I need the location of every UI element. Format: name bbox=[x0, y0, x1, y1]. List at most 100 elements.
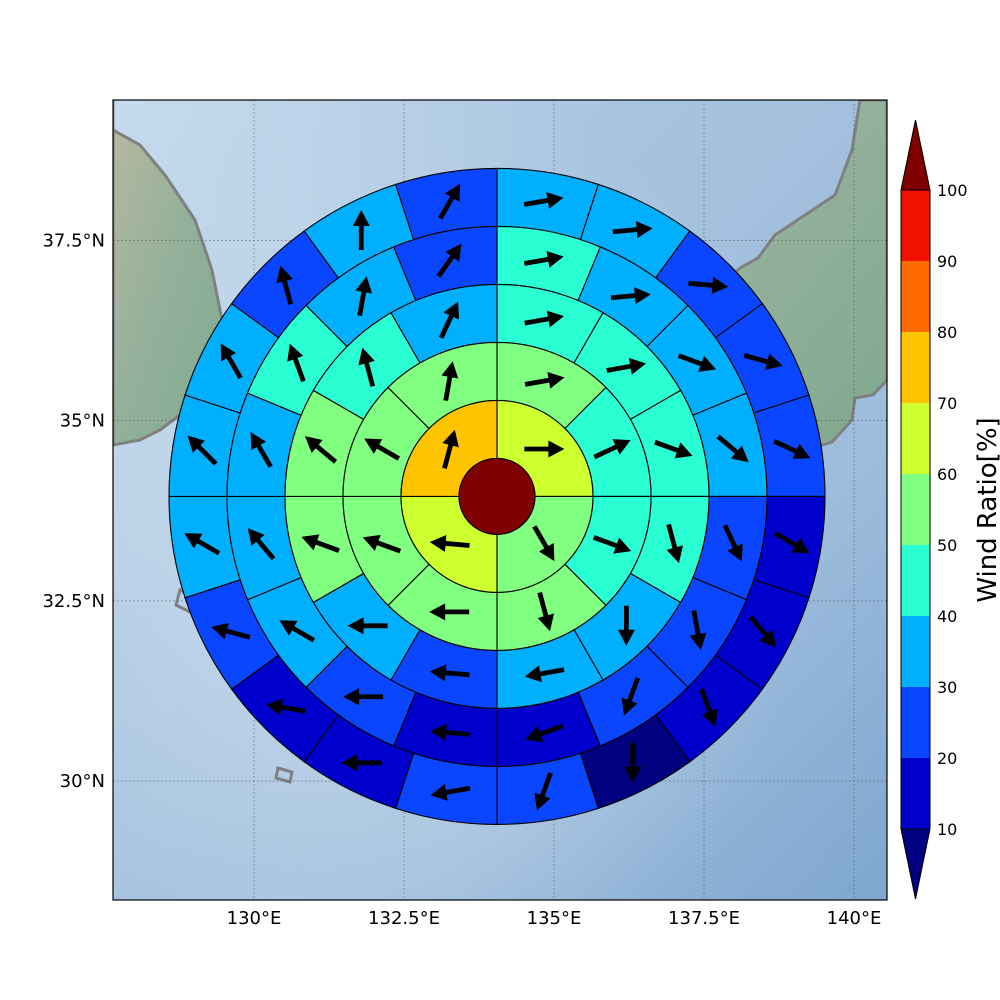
wind-arrow-r1-s1 bbox=[532, 525, 555, 562]
wind-arrow-r3-s2 bbox=[654, 439, 693, 459]
x-tick-label: 135°E bbox=[527, 908, 582, 929]
x-tick-label: 130°E bbox=[227, 908, 282, 929]
wind-arrow-r4-s9 bbox=[343, 688, 384, 706]
wind-arrow-r5-s9 bbox=[534, 772, 553, 811]
colorbar-tick-label: 70 bbox=[937, 394, 957, 413]
wind-arrow-r5-s13 bbox=[211, 622, 251, 640]
colorbar-segment-5 bbox=[901, 403, 930, 474]
osumi-islands bbox=[274, 766, 294, 784]
wind-arrow-r4-s12 bbox=[250, 432, 273, 468]
y-tick-label: 32.5°N bbox=[42, 591, 105, 612]
colorbar-segment-0 bbox=[901, 758, 930, 829]
y-tick-label: 37.5°N bbox=[42, 231, 105, 252]
wind-arrow-r2-s6 bbox=[364, 438, 401, 461]
wind-arrow-r5-s6 bbox=[748, 615, 777, 648]
wind-arrow-r3-s3 bbox=[666, 523, 684, 564]
wind-arrow-r3-s4 bbox=[617, 605, 635, 646]
wind-arrow-r4-s1 bbox=[610, 287, 651, 305]
colorbar-tick-label: 60 bbox=[937, 465, 957, 484]
wind-arrow-r4-s15 bbox=[436, 243, 462, 278]
wind-arrow-r5-s10 bbox=[430, 784, 471, 801]
wind-arrow-r3-s9 bbox=[304, 436, 338, 464]
wind-arrow-r5-s12 bbox=[265, 698, 306, 716]
colorbar-tick-label: 10 bbox=[937, 820, 957, 839]
wind-arrow-r4-s13 bbox=[287, 343, 306, 383]
wind-arrow-r4-s8 bbox=[430, 723, 471, 741]
wind-arrow-r5-s1 bbox=[612, 221, 653, 239]
wind-arrow-r4-s2 bbox=[677, 353, 717, 372]
wind-arrow-r3-s7 bbox=[347, 617, 388, 635]
wind-arrow-r3-s10 bbox=[358, 347, 376, 387]
wind-arrow-r5-s4 bbox=[773, 438, 811, 460]
wind-arrow-r5-s8 bbox=[624, 742, 642, 783]
wind-arrow-r4-s10 bbox=[279, 620, 316, 643]
wind-arrow-r3-s6 bbox=[429, 664, 470, 682]
wind-arrow-r2-s2 bbox=[592, 535, 632, 554]
wind-arrow-r5-s17 bbox=[276, 265, 294, 305]
colorbar-tick-label: 20 bbox=[937, 749, 957, 768]
colorbar-segment-3 bbox=[901, 545, 930, 616]
wind-arrow-r4-s6 bbox=[621, 677, 640, 716]
colorbar-frame bbox=[900, 189, 931, 830]
colorbar-tick-label: 100 bbox=[937, 181, 968, 200]
colorbar-over-triangle bbox=[900, 119, 931, 191]
wind-arrow-r2-s4 bbox=[429, 603, 470, 621]
wind-arrow-r1-s0 bbox=[524, 440, 565, 458]
colorbar-tick-label: 30 bbox=[937, 678, 957, 697]
sector-rings bbox=[168, 167, 826, 825]
wind-arrow-r3-s11 bbox=[439, 301, 460, 339]
wind-arrow-r5-s7 bbox=[699, 688, 718, 727]
axis-ticks: 130°E 132.5°E 135°E 137.5°E 140°E 30°N 32.5°N 3… bbox=[42, 231, 881, 929]
wind-arrow-r5-s11 bbox=[341, 754, 382, 772]
wind-arrow-r2-s0 bbox=[524, 371, 565, 389]
x-tick-label: 137.5°E bbox=[668, 908, 740, 929]
colorbar: 10 20 30 40 50 60 70 80 90 100 bbox=[900, 119, 968, 900]
wind-arrow-r5-s18 bbox=[352, 209, 370, 250]
wind-arrow-r2-s3 bbox=[537, 591, 555, 632]
colorbar-segment-1 bbox=[901, 687, 930, 758]
wind-arrow-r4-s5 bbox=[689, 610, 707, 650]
wind-arrow-r4-s14 bbox=[355, 276, 373, 317]
wind-arrow-r5-s3 bbox=[743, 353, 783, 370]
colorbar-tick-label: 50 bbox=[937, 536, 957, 555]
wind-arrow-r5-s5 bbox=[773, 531, 810, 554]
wind-arrow-r3-s1 bbox=[606, 357, 647, 375]
wind-arrow-r3-s0 bbox=[524, 310, 565, 328]
map-frame bbox=[112, 99, 888, 901]
wind-arrow-r3-s8 bbox=[301, 534, 340, 553]
colorbar-segment-8 bbox=[901, 190, 930, 261]
wind-arrow-r4-s7 bbox=[525, 723, 564, 743]
colorbar-tick-label: 90 bbox=[937, 252, 957, 271]
wind-arrow-r5-s15 bbox=[187, 435, 218, 466]
wind-arrow-r2-s1 bbox=[593, 439, 631, 460]
colorbar-segment-7 bbox=[901, 261, 930, 332]
wind-arrows bbox=[184, 183, 811, 811]
y-tick-label: 35°N bbox=[60, 411, 105, 432]
wind-arrow-r5-s2 bbox=[688, 276, 729, 294]
wind-arrow-r3-s5 bbox=[524, 665, 565, 683]
wind-arrow-r4-s3 bbox=[716, 434, 749, 463]
wind-arrow-r2-s5 bbox=[362, 534, 402, 554]
wind-arrow-r5-s16 bbox=[220, 343, 243, 380]
x-tick-label: 140°E bbox=[827, 908, 882, 929]
wind-arrow-r2-s7 bbox=[441, 361, 459, 402]
wind-arrow-r5-s14 bbox=[184, 533, 221, 556]
wind-arrow-r4-s11 bbox=[247, 528, 276, 561]
colorbar-tick-label: 40 bbox=[937, 607, 957, 626]
y-tick-label: 30°N bbox=[60, 771, 105, 792]
wind-arrow-r5-s19 bbox=[438, 183, 461, 220]
wind-arrow-r4-s4 bbox=[722, 524, 743, 562]
colorbar-segment-4 bbox=[901, 474, 930, 545]
wind-arrow-r5-s0 bbox=[523, 192, 564, 209]
wind-arrow-r1-s2 bbox=[429, 534, 470, 552]
wind-arrow-r4-s0 bbox=[523, 250, 564, 268]
x-tick-label: 132.5°E bbox=[368, 908, 440, 929]
wind-arrow-r1-s3 bbox=[442, 429, 459, 469]
colorbar-segment-6 bbox=[901, 332, 930, 403]
colorbar-segment-2 bbox=[901, 616, 930, 687]
colorbar-tick-label: 80 bbox=[937, 323, 957, 342]
colorbar-under-triangle bbox=[900, 828, 931, 900]
colorbar-title: Wind Ratio[%] bbox=[973, 417, 1000, 602]
center-disc bbox=[458, 457, 536, 535]
